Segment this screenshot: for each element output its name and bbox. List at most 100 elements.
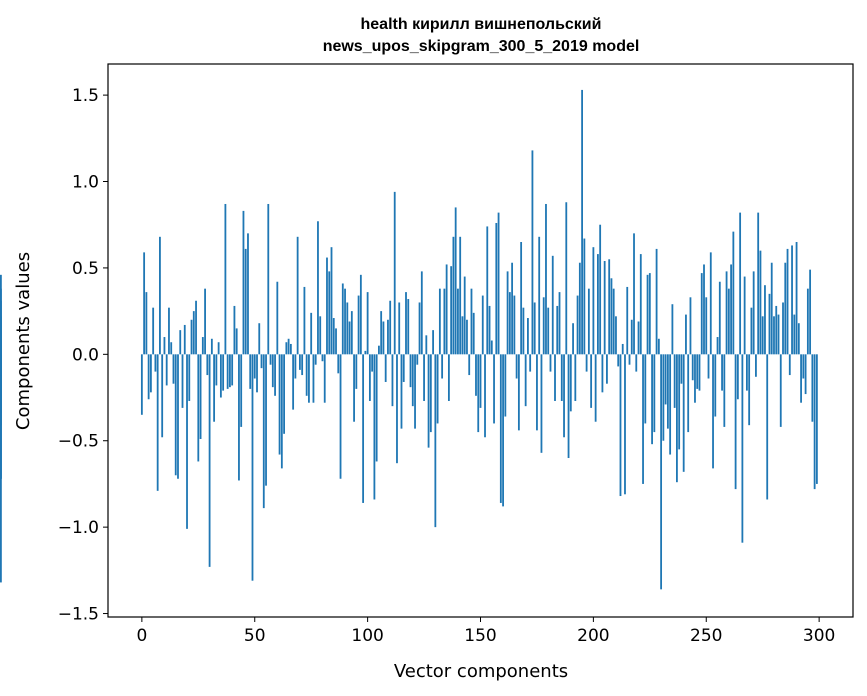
bar-11 <box>165 354 168 386</box>
bar-234 <box>669 354 672 455</box>
bar-139 <box>454 207 457 355</box>
bar-undefined <box>0 354 2 376</box>
bar-62 <box>280 354 283 469</box>
bar-23 <box>192 311 195 355</box>
bar-191 <box>572 323 574 355</box>
x-tick-label: 50 <box>244 626 266 646</box>
bar-166 <box>515 354 518 379</box>
bar-30 <box>208 354 211 567</box>
bar-292 <box>800 354 802 403</box>
bar-270 <box>750 307 753 355</box>
chart-title-line2: news_upos_skipgram_300_5_2019 model <box>323 38 640 55</box>
y-tick-label: −1.0 <box>58 518 99 538</box>
bar-294 <box>804 354 807 395</box>
bar-53 <box>260 354 263 369</box>
bar-184 <box>556 305 559 355</box>
bar-183 <box>554 354 556 401</box>
bar-51 <box>256 354 258 393</box>
bar-245 <box>694 354 696 403</box>
y-tick-label: 1.0 <box>72 173 99 193</box>
bar-67 <box>292 354 295 410</box>
bar-71 <box>301 354 304 376</box>
bar-181 <box>549 354 552 372</box>
bar-244 <box>691 354 694 381</box>
bar-146 <box>470 288 473 355</box>
bar-64 <box>285 342 288 355</box>
bar-144 <box>466 319 468 355</box>
bar-142 <box>461 316 464 355</box>
bar-33 <box>215 354 218 386</box>
bar-236 <box>673 354 676 408</box>
bar-89 <box>341 283 344 355</box>
bar-195 <box>581 89 583 355</box>
bar-213 <box>621 343 624 355</box>
bar-238 <box>678 354 681 450</box>
bar-55 <box>265 354 267 486</box>
bar-254 <box>714 354 717 417</box>
bar-207 <box>608 259 611 355</box>
bar-167 <box>517 354 520 431</box>
bar-0 <box>140 354 143 415</box>
bar-296 <box>809 269 812 355</box>
bar-257 <box>721 354 723 391</box>
bar-274 <box>759 250 762 355</box>
bar-259 <box>725 271 728 355</box>
bar-281 <box>775 305 778 355</box>
bar-271 <box>752 271 755 355</box>
bar-293 <box>802 354 805 379</box>
bar-261 <box>730 264 732 355</box>
bar-13 <box>170 342 173 355</box>
bar-47 <box>247 233 249 355</box>
bar-284 <box>782 302 784 355</box>
bar-45 <box>242 210 245 355</box>
bar-17 <box>179 330 182 355</box>
bar-163 <box>508 292 511 355</box>
x-axis-ticks: 0 50 100 150 200 250 300 <box>136 617 835 646</box>
bar-267 <box>743 276 746 355</box>
bar-145 <box>468 354 471 376</box>
bar-230 <box>660 354 663 590</box>
bar-158 <box>497 212 500 355</box>
bar-116 <box>402 354 405 382</box>
bar-43 <box>238 354 240 481</box>
bar-212 <box>619 354 622 497</box>
bar-76 <box>312 354 315 403</box>
bar-215 <box>626 286 629 355</box>
bar-235 <box>671 304 674 355</box>
bar-152 <box>484 354 486 438</box>
bar-219 <box>635 354 638 372</box>
bar-289 <box>793 314 796 355</box>
bar-200 <box>592 247 595 355</box>
bar-153 <box>486 226 489 355</box>
bar-93 <box>350 311 353 355</box>
bar-18 <box>181 354 184 408</box>
bar-41 <box>233 305 236 355</box>
bar-241 <box>685 314 687 355</box>
bar-150 <box>479 354 482 408</box>
bar-32 <box>213 354 216 422</box>
bar-232 <box>664 354 667 405</box>
bar-68 <box>294 354 297 379</box>
bar-87 <box>337 354 340 374</box>
bar-262 <box>732 231 735 355</box>
bar-162 <box>506 271 509 355</box>
bar-80 <box>321 354 324 362</box>
bar-undefined <box>0 354 2 426</box>
bar-82 <box>326 257 328 355</box>
bar-103 <box>373 354 376 500</box>
chart-title-line1: health кирилл вишнепольский <box>361 16 602 33</box>
bar-27 <box>201 337 204 355</box>
bar-280 <box>773 316 775 355</box>
bar-56 <box>267 203 270 355</box>
bar-114 <box>398 302 401 355</box>
bar-197 <box>585 354 588 372</box>
bar-251 <box>707 354 710 379</box>
bar-283 <box>779 354 782 427</box>
bar-65 <box>287 338 290 355</box>
bar-95 <box>355 354 358 389</box>
bar-220 <box>637 321 640 355</box>
bar-131 <box>436 354 439 424</box>
x-tick-label: 250 <box>690 626 722 646</box>
bar-126 <box>425 335 428 355</box>
